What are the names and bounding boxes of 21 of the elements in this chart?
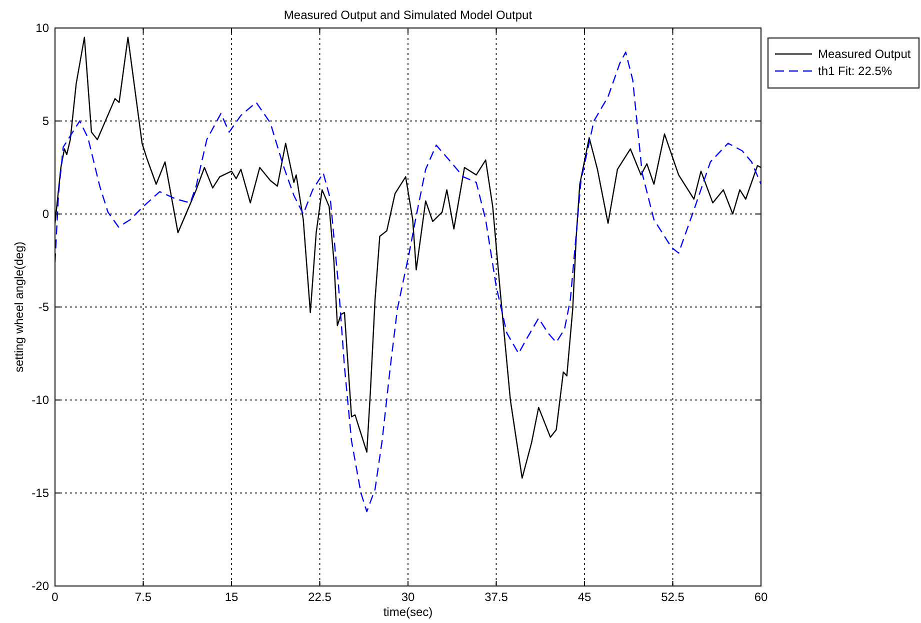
y-axis-title: setting wheel angle(deg) xyxy=(12,242,26,372)
y-tick-label: -20 xyxy=(32,579,50,593)
x-tick-label: 60 xyxy=(754,590,768,604)
x-tick-label: 0 xyxy=(52,590,59,604)
x-tick-label: 52.5 xyxy=(661,590,685,604)
x-tick-label: 22.5 xyxy=(308,590,332,604)
x-tick-label: 7.5 xyxy=(134,590,152,604)
x-tick-label: 15 xyxy=(224,590,238,604)
y-tick-label: -5 xyxy=(38,300,50,314)
x-tick-label: 30 xyxy=(401,590,415,604)
y-tick-label: -15 xyxy=(32,486,50,500)
y-tick-label: 5 xyxy=(42,114,50,128)
y-tick-label: 10 xyxy=(36,21,50,35)
x-axis-title: time(sec) xyxy=(383,605,433,619)
y-tick-label: 0 xyxy=(42,207,50,221)
chart-title: Measured Output and Simulated Model Output xyxy=(284,8,533,22)
legend-label: th1 Fit: 22.5% xyxy=(818,64,892,78)
y-tick-label: -10 xyxy=(32,393,50,407)
legend-label: Measured Output xyxy=(818,47,912,61)
x-tick-label: 45 xyxy=(578,590,592,604)
x-tick-label: 37.5 xyxy=(484,590,508,604)
